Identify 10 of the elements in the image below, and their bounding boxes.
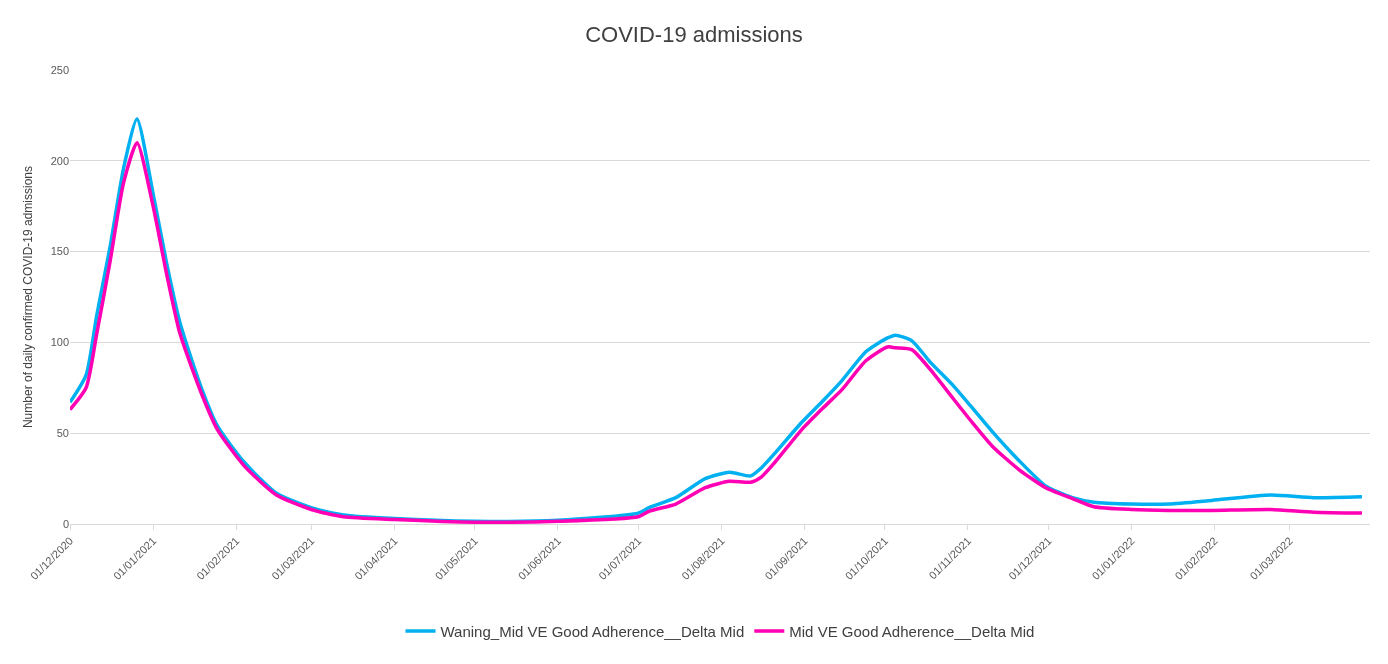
y-axis-title: Number of daily confirmed COVID-19 admissions [20, 165, 35, 429]
y-tick-label: 150 [50, 245, 69, 258]
y-tick-label: 0 [62, 517, 69, 530]
y-tick-label: 200 [50, 154, 69, 167]
y-tick-label: 100 [50, 336, 69, 349]
legend-label: Mid VE Good Adherence__Delta Mid [789, 622, 1035, 640]
y-tick-label: 50 [56, 427, 69, 440]
y-tick-label: 250 [50, 63, 69, 76]
legend-label: Waning_Mid VE Good Adherence__Delta Mid [440, 622, 745, 640]
chart-title: COVID-19 admissions [585, 21, 803, 47]
